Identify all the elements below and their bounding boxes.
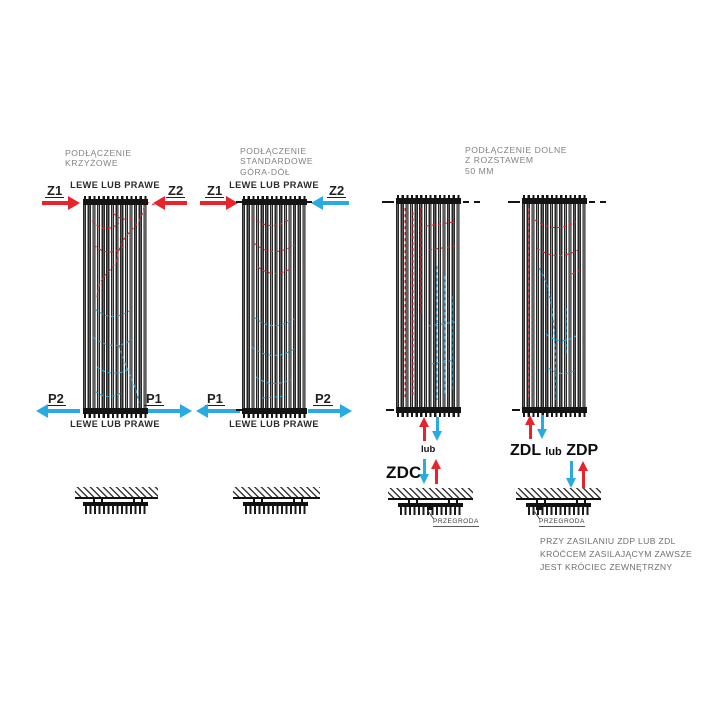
return-arrow-p2-icon bbox=[36, 404, 80, 418]
port-label-p1: P1 bbox=[205, 391, 225, 406]
radiator-section-bar bbox=[526, 503, 591, 507]
radiator-standard bbox=[242, 195, 307, 418]
mounting-bracket-icon bbox=[253, 499, 263, 503]
wall-hatch-icon bbox=[75, 487, 158, 499]
return-arrow-down-icon bbox=[537, 415, 548, 439]
flow-paths-standard bbox=[251, 216, 295, 399]
title-line: PODŁĄCZENIE bbox=[240, 146, 307, 156]
flow-paths-zdl-zdp bbox=[528, 208, 581, 401]
title-bottom-connection: PODŁĄCZENIE DOLNE Z ROZSTAWEM 50 MM bbox=[465, 145, 567, 176]
centerline-dash bbox=[236, 201, 242, 203]
supply-arrow-z2-icon bbox=[153, 196, 187, 210]
or-label: lub bbox=[421, 444, 436, 455]
title-line: Z ROZSTAWEM bbox=[465, 155, 534, 166]
title-line: KRZYŻOWE bbox=[65, 158, 119, 169]
flow-paths-zdc bbox=[404, 208, 456, 400]
radiator-section-tubes bbox=[400, 506, 461, 515]
supply-arrow-up-icon bbox=[431, 459, 442, 484]
supply-arrow-z2-icon bbox=[311, 196, 349, 210]
radiator-section-tubes bbox=[85, 505, 146, 514]
port-label-z2: Z2 bbox=[327, 183, 347, 198]
supply-arrow-up-icon bbox=[419, 417, 430, 441]
port-label-p2: P2 bbox=[313, 391, 333, 406]
radiator-zdl-zdp bbox=[522, 194, 587, 417]
supply-arrow-z1-icon bbox=[200, 196, 238, 210]
partition-icon bbox=[427, 503, 433, 510]
supply-arrow-up-icon bbox=[525, 415, 536, 439]
radiator-zdc bbox=[396, 194, 461, 417]
title-line: PODŁĄCZENIE DOLNE bbox=[465, 145, 567, 155]
or-label: lub bbox=[545, 446, 562, 458]
wall-hatch-icon bbox=[388, 488, 473, 500]
mounting-bracket-icon bbox=[408, 500, 418, 504]
footnote: PRZY ZASILANIU ZDP LUB ZDL KRÓĆCEM ZASIL… bbox=[540, 535, 692, 575]
port-label-z1: Z1 bbox=[205, 183, 225, 198]
partition-label: PRZEGRODA bbox=[539, 518, 585, 527]
mounting-bracket-icon bbox=[536, 500, 546, 504]
centerline-dash bbox=[307, 201, 312, 203]
wall-hatch-icon bbox=[516, 488, 601, 500]
radiator-section-tubes bbox=[528, 506, 589, 515]
radiator-cross bbox=[83, 195, 148, 418]
return-arrow-down-icon bbox=[566, 461, 577, 488]
port-label-p2: P2 bbox=[46, 391, 66, 406]
supply-arrow-up-icon bbox=[578, 461, 589, 488]
label-left-or-right-top-2: LEWE LUB PRAWE bbox=[229, 180, 319, 190]
return-arrow-down-icon bbox=[432, 417, 443, 441]
radiator-section-bar bbox=[243, 502, 308, 506]
footnote-line: KRÓĆCEM ZASILAJĄCYM ZAWSZE bbox=[540, 549, 693, 560]
centerline-dash bbox=[589, 201, 606, 203]
mounting-bracket-icon bbox=[133, 499, 143, 503]
centerline-dash bbox=[508, 201, 520, 203]
flow-paths-cross bbox=[91, 206, 145, 404]
centerline-dash bbox=[386, 409, 394, 411]
mounting-bracket-icon bbox=[93, 499, 103, 503]
footnote-line: PRZY ZASILANIU ZDP LUB ZDL bbox=[540, 536, 676, 546]
centerline-dash bbox=[236, 409, 242, 411]
title-line: GÓRA-DÓŁ bbox=[240, 166, 291, 177]
centerline-dash bbox=[512, 409, 520, 411]
label-zdl: ZDL bbox=[510, 442, 541, 459]
return-arrow-p2-icon bbox=[308, 404, 352, 418]
mounting-bracket-icon bbox=[576, 500, 586, 504]
connection-label-zdc: ZDC bbox=[386, 463, 422, 482]
title-cross-connection: PODŁĄCZENIE KRZYŻOWE bbox=[65, 148, 132, 169]
label-left-or-right-bottom-2: LEWE LUB PRAWE bbox=[229, 419, 319, 429]
centerline-dash bbox=[463, 201, 480, 203]
mounting-bracket-icon bbox=[448, 500, 458, 504]
title-line: STANDARDOWE bbox=[240, 156, 314, 167]
title-standard-connection: PODŁĄCZENIE STANDARDOWE GÓRA-DÓŁ bbox=[240, 146, 313, 177]
port-label-z1: Z1 bbox=[45, 183, 65, 198]
centerline-dash bbox=[382, 201, 394, 203]
wall-hatch-icon bbox=[233, 487, 320, 499]
label-left-or-right-bottom-1: LEWE LUB PRAWE bbox=[70, 419, 160, 429]
return-arrow-p1-icon bbox=[148, 404, 192, 418]
label-zdp: ZDP bbox=[566, 442, 599, 459]
partition-icon bbox=[536, 503, 542, 510]
port-label-z2: Z2 bbox=[166, 183, 186, 198]
partition-label: PRZEGRODA bbox=[433, 518, 479, 527]
radiator-section-bar bbox=[83, 502, 148, 506]
radiator-section-tubes bbox=[245, 505, 306, 514]
port-label-p1: P1 bbox=[144, 391, 164, 406]
supply-arrow-z1-icon bbox=[42, 196, 80, 210]
return-arrow-p1-icon bbox=[196, 404, 240, 418]
connection-label-zdl-zdp: ZDL lub ZDP bbox=[510, 442, 598, 460]
mounting-bracket-icon bbox=[293, 499, 303, 503]
return-arrow-down-icon bbox=[419, 459, 430, 484]
label-left-or-right-top-1: LEWE LUB PRAWE bbox=[70, 180, 160, 190]
title-line: 50 MM bbox=[465, 165, 495, 176]
footnote-line: JEST KRÓCIEC ZEWNĘTRZNY bbox=[540, 562, 673, 573]
title-line: PODŁĄCZENIE bbox=[65, 148, 132, 158]
